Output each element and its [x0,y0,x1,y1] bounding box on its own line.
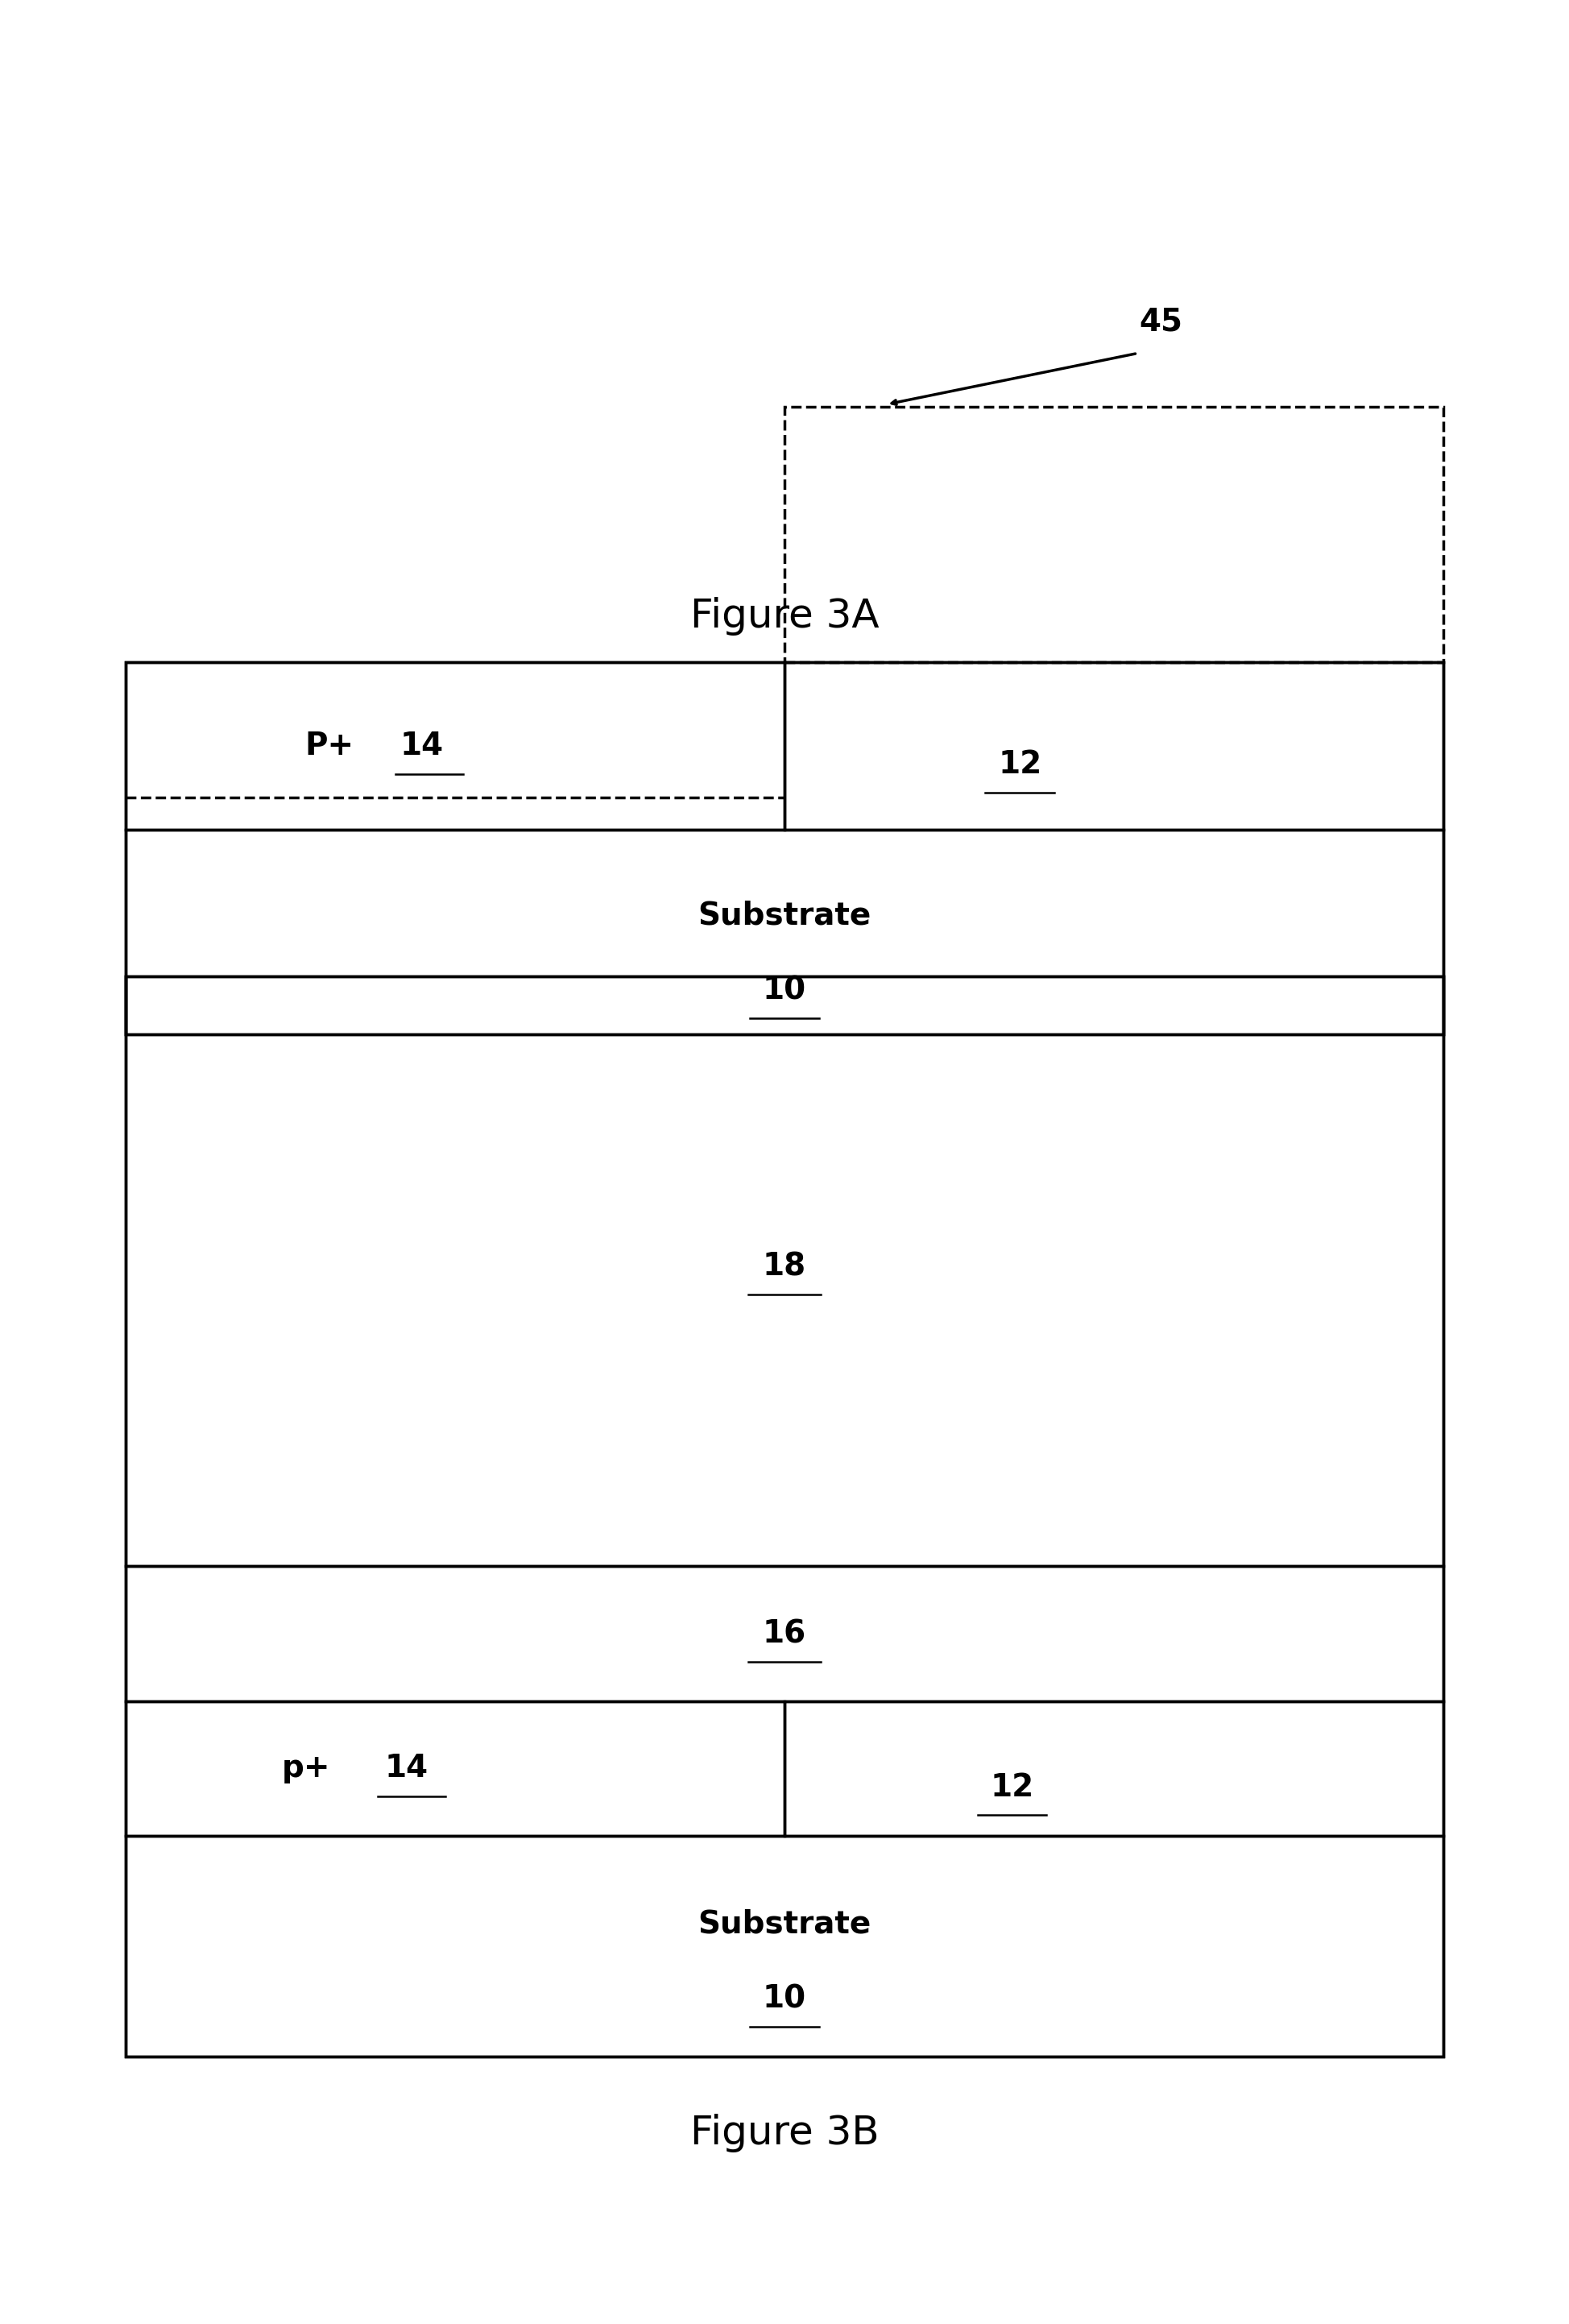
Bar [126,1836,1443,2057]
Text: Figure 3A: Figure 3A [690,597,879,634]
Text: 12: 12 [990,1771,1034,1803]
Bar [126,976,1443,1566]
Bar [126,830,1443,1034]
Bar [784,1701,1443,1836]
Text: Figure 3B: Figure 3B [690,2115,879,2152]
Bar [784,407,1443,662]
Bar [784,662,1443,830]
Text: Substrate: Substrate [698,899,871,932]
Text: 18: 18 [763,1250,806,1283]
Text: Substrate: Substrate [698,1908,871,1941]
Text: 12: 12 [998,748,1042,781]
Text: 14: 14 [400,730,444,762]
Bar [126,1566,1443,1701]
Text: P+: P+ [304,730,355,762]
Text: 10: 10 [763,1982,806,2015]
Bar [126,976,1443,2057]
Bar [126,662,784,830]
Text: 45: 45 [1139,307,1183,337]
Text: 10: 10 [763,974,806,1006]
Text: p+: p+ [281,1752,331,1785]
Text: 14: 14 [384,1752,428,1785]
Bar [126,662,1443,1034]
Bar [126,1701,784,1836]
Text: 16: 16 [763,1618,806,1650]
